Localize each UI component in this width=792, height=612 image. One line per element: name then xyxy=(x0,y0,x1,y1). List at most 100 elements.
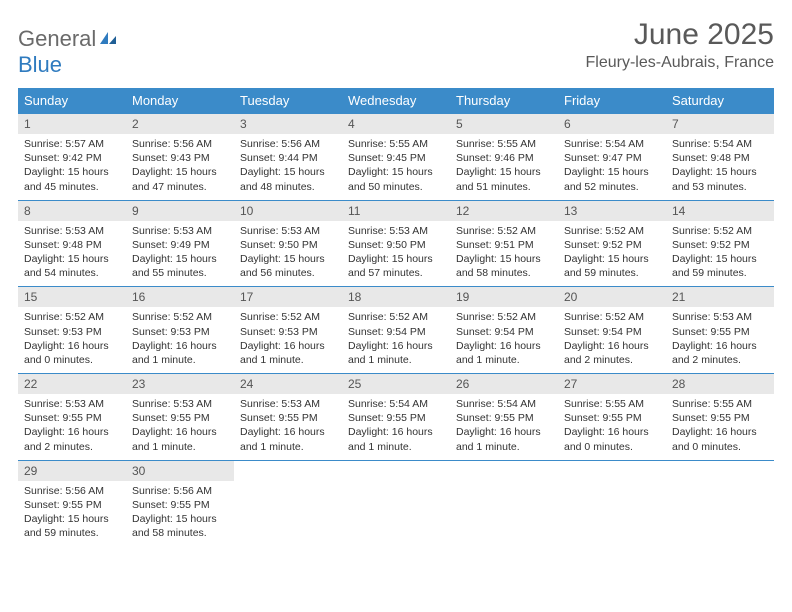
day-body: Sunrise: 5:52 AMSunset: 9:52 PMDaylight:… xyxy=(558,221,666,287)
logo-sail-icon xyxy=(98,26,118,52)
calendar-empty-cell xyxy=(234,460,342,546)
day-number: 20 xyxy=(558,287,666,307)
day-number: 17 xyxy=(234,287,342,307)
weekday-header-row: Sunday Monday Tuesday Wednesday Thursday… xyxy=(18,88,774,114)
weekday-header: Thursday xyxy=(450,88,558,114)
day-number: 13 xyxy=(558,201,666,221)
weekday-header: Friday xyxy=(558,88,666,114)
day-number: 28 xyxy=(666,374,774,394)
calendar-day-cell: 28Sunrise: 5:55 AMSunset: 9:55 PMDayligh… xyxy=(666,374,774,461)
title-block: June 2025 Fleury-les-Aubrais, France xyxy=(586,18,775,72)
day-number: 25 xyxy=(342,374,450,394)
calendar-day-cell: 6Sunrise: 5:54 AMSunset: 9:47 PMDaylight… xyxy=(558,114,666,201)
calendar-day-cell: 7Sunrise: 5:54 AMSunset: 9:48 PMDaylight… xyxy=(666,114,774,201)
day-number: 26 xyxy=(450,374,558,394)
day-body: Sunrise: 5:53 AMSunset: 9:55 PMDaylight:… xyxy=(234,394,342,460)
month-title: June 2025 xyxy=(586,18,775,52)
calendar-day-cell: 1Sunrise: 5:57 AMSunset: 9:42 PMDaylight… xyxy=(18,114,126,201)
calendar-day-cell: 26Sunrise: 5:54 AMSunset: 9:55 PMDayligh… xyxy=(450,374,558,461)
day-number: 27 xyxy=(558,374,666,394)
logo: GeneralBlue xyxy=(18,18,118,78)
calendar-day-cell: 14Sunrise: 5:52 AMSunset: 9:52 PMDayligh… xyxy=(666,200,774,287)
day-number: 19 xyxy=(450,287,558,307)
calendar-day-cell: 13Sunrise: 5:52 AMSunset: 9:52 PMDayligh… xyxy=(558,200,666,287)
weekday-header: Wednesday xyxy=(342,88,450,114)
day-number: 7 xyxy=(666,114,774,134)
logo-text: GeneralBlue xyxy=(18,26,118,78)
weekday-header: Monday xyxy=(126,88,234,114)
day-number: 8 xyxy=(18,201,126,221)
day-number: 18 xyxy=(342,287,450,307)
day-body: Sunrise: 5:52 AMSunset: 9:51 PMDaylight:… xyxy=(450,221,558,287)
calendar-day-cell: 20Sunrise: 5:52 AMSunset: 9:54 PMDayligh… xyxy=(558,287,666,374)
day-body: Sunrise: 5:56 AMSunset: 9:55 PMDaylight:… xyxy=(18,481,126,547)
calendar-day-cell: 19Sunrise: 5:52 AMSunset: 9:54 PMDayligh… xyxy=(450,287,558,374)
calendar-day-cell: 10Sunrise: 5:53 AMSunset: 9:50 PMDayligh… xyxy=(234,200,342,287)
calendar-day-cell: 16Sunrise: 5:52 AMSunset: 9:53 PMDayligh… xyxy=(126,287,234,374)
calendar-day-cell: 2Sunrise: 5:56 AMSunset: 9:43 PMDaylight… xyxy=(126,114,234,201)
calendar-day-cell: 5Sunrise: 5:55 AMSunset: 9:46 PMDaylight… xyxy=(450,114,558,201)
day-number: 16 xyxy=(126,287,234,307)
calendar-day-cell: 29Sunrise: 5:56 AMSunset: 9:55 PMDayligh… xyxy=(18,460,126,546)
calendar-day-cell: 25Sunrise: 5:54 AMSunset: 9:55 PMDayligh… xyxy=(342,374,450,461)
day-body: Sunrise: 5:54 AMSunset: 9:55 PMDaylight:… xyxy=(450,394,558,460)
day-body: Sunrise: 5:53 AMSunset: 9:49 PMDaylight:… xyxy=(126,221,234,287)
calendar-day-cell: 21Sunrise: 5:53 AMSunset: 9:55 PMDayligh… xyxy=(666,287,774,374)
day-number: 14 xyxy=(666,201,774,221)
calendar-week-row: 15Sunrise: 5:52 AMSunset: 9:53 PMDayligh… xyxy=(18,287,774,374)
day-body: Sunrise: 5:53 AMSunset: 9:48 PMDaylight:… xyxy=(18,221,126,287)
weekday-header: Tuesday xyxy=(234,88,342,114)
day-body: Sunrise: 5:56 AMSunset: 9:44 PMDaylight:… xyxy=(234,134,342,200)
header: GeneralBlue June 2025 Fleury-les-Aubrais… xyxy=(18,18,774,78)
day-body: Sunrise: 5:52 AMSunset: 9:53 PMDaylight:… xyxy=(126,307,234,373)
logo-text-gray: General xyxy=(18,26,96,51)
day-body: Sunrise: 5:56 AMSunset: 9:55 PMDaylight:… xyxy=(126,481,234,547)
day-body: Sunrise: 5:56 AMSunset: 9:43 PMDaylight:… xyxy=(126,134,234,200)
day-number: 10 xyxy=(234,201,342,221)
calendar-week-row: 8Sunrise: 5:53 AMSunset: 9:48 PMDaylight… xyxy=(18,200,774,287)
calendar-day-cell: 23Sunrise: 5:53 AMSunset: 9:55 PMDayligh… xyxy=(126,374,234,461)
calendar-table: Sunday Monday Tuesday Wednesday Thursday… xyxy=(18,88,774,546)
calendar-day-cell: 30Sunrise: 5:56 AMSunset: 9:55 PMDayligh… xyxy=(126,460,234,546)
day-body: Sunrise: 5:54 AMSunset: 9:47 PMDaylight:… xyxy=(558,134,666,200)
day-number: 21 xyxy=(666,287,774,307)
day-body: Sunrise: 5:53 AMSunset: 9:50 PMDaylight:… xyxy=(342,221,450,287)
calendar-day-cell: 15Sunrise: 5:52 AMSunset: 9:53 PMDayligh… xyxy=(18,287,126,374)
day-number: 1 xyxy=(18,114,126,134)
calendar-day-cell: 22Sunrise: 5:53 AMSunset: 9:55 PMDayligh… xyxy=(18,374,126,461)
day-number: 23 xyxy=(126,374,234,394)
calendar-day-cell: 3Sunrise: 5:56 AMSunset: 9:44 PMDaylight… xyxy=(234,114,342,201)
day-body: Sunrise: 5:53 AMSunset: 9:55 PMDaylight:… xyxy=(126,394,234,460)
day-body: Sunrise: 5:53 AMSunset: 9:55 PMDaylight:… xyxy=(18,394,126,460)
day-body: Sunrise: 5:52 AMSunset: 9:54 PMDaylight:… xyxy=(558,307,666,373)
day-number: 15 xyxy=(18,287,126,307)
calendar-empty-cell xyxy=(342,460,450,546)
calendar-empty-cell xyxy=(558,460,666,546)
calendar-day-cell: 8Sunrise: 5:53 AMSunset: 9:48 PMDaylight… xyxy=(18,200,126,287)
day-number: 22 xyxy=(18,374,126,394)
day-number: 30 xyxy=(126,461,234,481)
day-body: Sunrise: 5:55 AMSunset: 9:55 PMDaylight:… xyxy=(558,394,666,460)
day-body: Sunrise: 5:54 AMSunset: 9:55 PMDaylight:… xyxy=(342,394,450,460)
calendar-week-row: 1Sunrise: 5:57 AMSunset: 9:42 PMDaylight… xyxy=(18,114,774,201)
day-number: 6 xyxy=(558,114,666,134)
location: Fleury-les-Aubrais, France xyxy=(586,54,775,72)
day-number: 3 xyxy=(234,114,342,134)
weekday-header: Saturday xyxy=(666,88,774,114)
day-body: Sunrise: 5:53 AMSunset: 9:50 PMDaylight:… xyxy=(234,221,342,287)
calendar-week-row: 29Sunrise: 5:56 AMSunset: 9:55 PMDayligh… xyxy=(18,460,774,546)
day-number: 4 xyxy=(342,114,450,134)
day-body: Sunrise: 5:55 AMSunset: 9:45 PMDaylight:… xyxy=(342,134,450,200)
logo-text-blue: Blue xyxy=(18,52,62,77)
day-number: 9 xyxy=(126,201,234,221)
calendar-week-row: 22Sunrise: 5:53 AMSunset: 9:55 PMDayligh… xyxy=(18,374,774,461)
calendar-day-cell: 24Sunrise: 5:53 AMSunset: 9:55 PMDayligh… xyxy=(234,374,342,461)
day-body: Sunrise: 5:52 AMSunset: 9:54 PMDaylight:… xyxy=(450,307,558,373)
day-body: Sunrise: 5:52 AMSunset: 9:53 PMDaylight:… xyxy=(234,307,342,373)
day-body: Sunrise: 5:54 AMSunset: 9:48 PMDaylight:… xyxy=(666,134,774,200)
calendar-day-cell: 9Sunrise: 5:53 AMSunset: 9:49 PMDaylight… xyxy=(126,200,234,287)
calendar-day-cell: 4Sunrise: 5:55 AMSunset: 9:45 PMDaylight… xyxy=(342,114,450,201)
day-body: Sunrise: 5:55 AMSunset: 9:55 PMDaylight:… xyxy=(666,394,774,460)
calendar-day-cell: 12Sunrise: 5:52 AMSunset: 9:51 PMDayligh… xyxy=(450,200,558,287)
calendar-day-cell: 17Sunrise: 5:52 AMSunset: 9:53 PMDayligh… xyxy=(234,287,342,374)
